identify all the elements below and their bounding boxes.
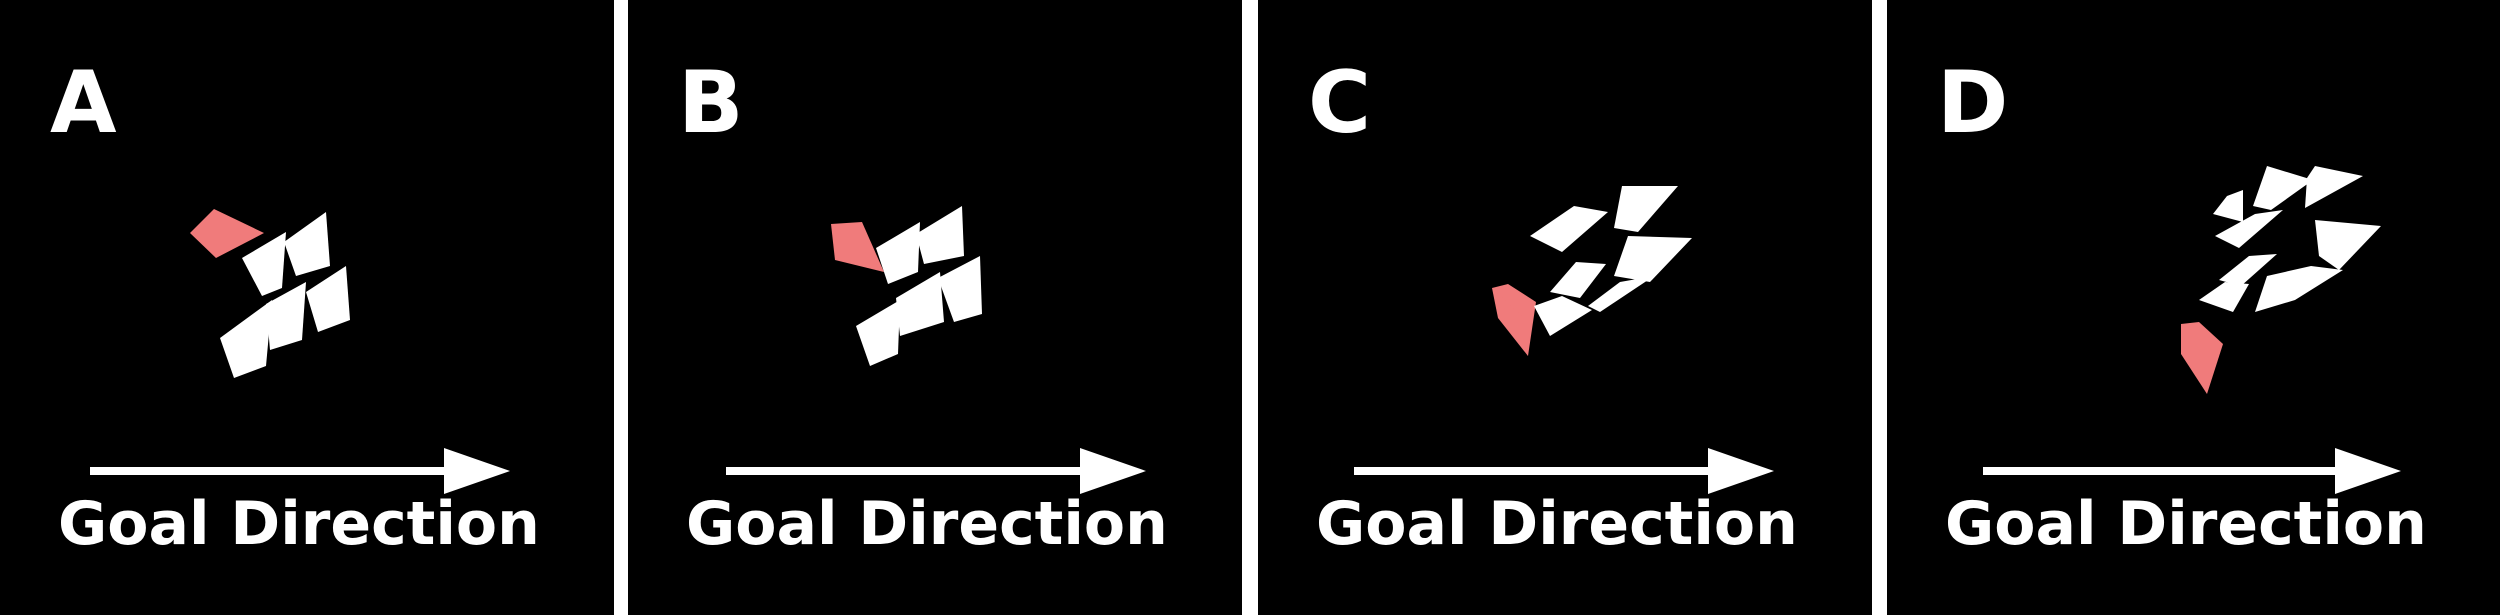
- panel-d-agent-1: [2253, 166, 2313, 210]
- panel-d-agent-7: [2255, 266, 2343, 312]
- right-arrow-icon: [444, 448, 510, 494]
- right-arrow-icon: [1708, 448, 1774, 494]
- panel-d-agent-6: [2199, 282, 2249, 312]
- panel-b-agent-1: [876, 222, 920, 284]
- panel-b-art: [726, 206, 1146, 494]
- panel-a-agent-3: [220, 300, 272, 378]
- panel-c-art: [1354, 186, 1774, 494]
- panel-c-agent-1: [1530, 206, 1608, 252]
- panel-c-agent-4: [1614, 236, 1692, 282]
- panel-c: C Goal Direction: [1258, 0, 1872, 615]
- panel-c-agent-2: [1614, 186, 1678, 232]
- panel-c-agent-5: [1534, 296, 1592, 336]
- panel-a-agent-highlight: [190, 209, 264, 258]
- panel-c-agent-3: [1550, 262, 1606, 298]
- panel-d-agent-1b: [2213, 190, 2243, 222]
- panel-d-agent-2: [2305, 166, 2363, 208]
- panel-b-caption: Goal Direction: [686, 489, 1168, 559]
- panel-d-label: D: [1937, 53, 2009, 153]
- panel-d-agent-5: [2219, 254, 2277, 286]
- panel-d-agent-highlight: [2181, 322, 2223, 394]
- panel-d-caption: Goal Direction: [1945, 489, 2427, 559]
- panel-b-agent-5: [938, 256, 982, 322]
- panel-a-agent-2: [284, 212, 330, 276]
- panel-a-agent-4: [266, 282, 306, 350]
- panel-a-caption: Goal Direction: [58, 489, 540, 559]
- panel-b-agent-4: [896, 272, 944, 336]
- panel-d-art: [1983, 166, 2401, 494]
- panel-a: A Goal Direction: [0, 0, 614, 615]
- panel-b: B Goal Direction: [628, 0, 1242, 615]
- panel-d-agent-3: [2215, 210, 2283, 248]
- panel-c-agent-highlight-2: [1492, 288, 1528, 356]
- panel-c-caption: Goal Direction: [1316, 489, 1798, 559]
- panel-b-label: B: [678, 53, 744, 153]
- panel-d: D Goal Direction: [1887, 0, 2500, 615]
- panel-c-agent-6: [1588, 276, 1654, 312]
- panel-a-label: A: [50, 53, 117, 153]
- panel-a-agent-5: [306, 266, 350, 332]
- panel-a-agent-1: [242, 232, 286, 296]
- panel-c-label: C: [1308, 53, 1372, 153]
- panel-d-agent-4: [2315, 220, 2381, 270]
- right-arrow-icon: [2335, 448, 2401, 494]
- panel-b-agent-2: [916, 206, 964, 264]
- right-arrow-icon: [1080, 448, 1146, 494]
- panel-b-agent-3: [856, 300, 900, 366]
- panel-a-art: [90, 209, 510, 494]
- panel-b-agent-highlight: [831, 222, 884, 272]
